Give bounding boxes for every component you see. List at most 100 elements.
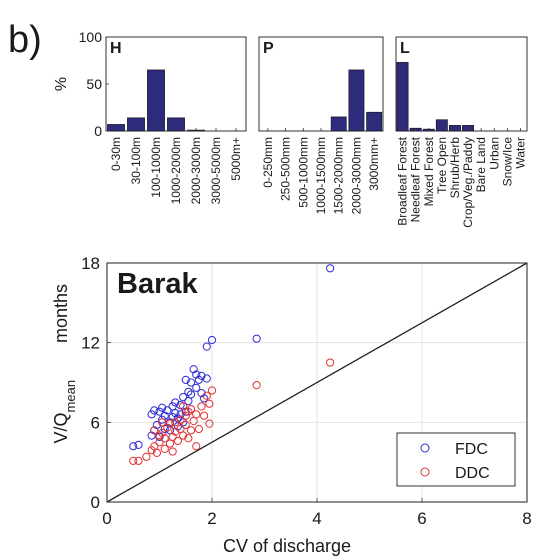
x-tick-label: 250-500mm [279, 137, 293, 201]
x-tick-label: 8 [522, 509, 531, 528]
point-fdc [134, 440, 143, 450]
point-ddc [152, 448, 161, 457]
x-tick-label: 2 [207, 509, 216, 528]
point-ddc [184, 434, 193, 443]
x-tick-label: 1500-2000mm [332, 137, 346, 214]
legend-marker-ddc [420, 467, 430, 477]
point-fdc [179, 393, 188, 402]
x-tick-label: 0-250mm [261, 137, 275, 188]
point-fdc [152, 420, 161, 430]
point-fdc [176, 410, 185, 419]
point-fdc [158, 415, 167, 424]
point-ddc [129, 456, 138, 465]
point-ddc [155, 431, 164, 440]
point-fdc [155, 407, 164, 416]
legend-label-ddc: DDC [455, 465, 490, 482]
bar-100-1000m [147, 69, 165, 132]
point-ddc [200, 411, 209, 420]
point-fdc [202, 374, 211, 383]
point-fdc [181, 407, 190, 416]
panel-letter: H [110, 40, 122, 57]
x-tick-label: Crop/Veg./Paddy [461, 137, 475, 228]
point-ddc [205, 399, 214, 408]
x-tick-label: 1000-2000m [169, 137, 183, 204]
point-fdc [147, 431, 156, 440]
x-tick-label: Tree Open [435, 137, 449, 194]
y-axis-label: % [53, 77, 70, 91]
y-tick-label: 18 [81, 254, 100, 273]
panel-letter: P [263, 40, 274, 57]
plot-frame [395, 36, 528, 132]
y-tick-label: 0 [94, 123, 102, 139]
x-tick-label: Urban [487, 137, 501, 170]
x-tick-label: 4 [312, 509, 321, 528]
scatter-panel: 0 2 4 6 8 0 6 12 18 CV of discharge V/Qmean months B… [51, 254, 532, 556]
point-fdc [207, 335, 217, 345]
point-fdc [326, 264, 335, 273]
point-fdc [171, 408, 180, 418]
point-fdc [197, 371, 206, 380]
point-fdc [197, 389, 206, 398]
point-fdc [200, 394, 209, 403]
point-ddc [207, 386, 217, 395]
point-ddc [192, 442, 201, 451]
point-fdc [186, 378, 196, 387]
point-ddc [252, 381, 261, 390]
bar-panel-precipitation: 0-250mm 250-500mm 500-1000mm 1000-1500mm 150… [258, 36, 384, 214]
x-tick-label: 3000mm+ [367, 137, 381, 191]
point-fdc [158, 403, 167, 412]
point-ddc [171, 418, 180, 427]
point-ddc [150, 426, 159, 435]
x-tick-label: 30-100m [129, 137, 143, 184]
x-tick-label: 1000-1500mm [314, 137, 328, 214]
bar-broadleaf-forest [396, 62, 409, 132]
bar-panel-landcover: Broadleaf Forest Needleaf Forest Mixed For… [395, 36, 528, 228]
point-fdc [202, 342, 211, 351]
x-tick-label: 500-1000mm [296, 137, 310, 208]
y-tick-label: 6 [91, 413, 100, 432]
point-fdc [192, 383, 201, 392]
x-tick-label: 100-1000m [149, 137, 163, 198]
point-fdc [189, 365, 198, 374]
x-tick-label: Shrub/Herb [448, 137, 462, 199]
point-ddc [160, 434, 169, 443]
point-ddc [179, 402, 188, 411]
bar-2000-3000mm [348, 69, 365, 132]
chart-title: Barak [117, 268, 198, 300]
point-ddc [176, 415, 185, 424]
x-tick-label: Snow/Ice [500, 137, 514, 187]
point-ddc [181, 411, 190, 420]
x-tick-label: 0-30m [109, 137, 123, 171]
point-fdc [129, 442, 138, 451]
x-tick-label: Needleaf Forest [409, 136, 423, 222]
point-ddc [173, 436, 182, 446]
point-ddc [186, 426, 196, 435]
x-tick-label: Broadleaf Forest [396, 136, 410, 225]
y-tick-label: 12 [81, 334, 100, 353]
point-ddc [181, 420, 190, 430]
point-ddc [171, 427, 180, 436]
panel-letter: L [400, 40, 410, 57]
point-ddc [168, 447, 177, 456]
point-ddc [197, 402, 206, 411]
point-ddc [142, 452, 151, 461]
plot-frame [105, 36, 247, 132]
point-ddc [194, 424, 203, 434]
point-fdc [186, 390, 196, 399]
x-tick-label: Mixed Forest [422, 136, 436, 206]
point-ddc [158, 428, 167, 438]
one-to-one-line [106, 262, 528, 503]
legend-box [396, 432, 516, 487]
panel-label: b) [8, 19, 42, 61]
point-ddc [134, 456, 143, 465]
y-axis-label-main: V/Q [51, 412, 71, 443]
y-axis-unit: months [51, 284, 71, 343]
y-axis-label-subscript: mean [63, 380, 78, 413]
point-fdc [184, 387, 193, 396]
point-fdc [163, 406, 172, 415]
point-ddc [326, 358, 335, 367]
point-ddc [168, 432, 177, 442]
y-tick-label: 100 [79, 29, 103, 45]
plot-frame [258, 36, 384, 132]
